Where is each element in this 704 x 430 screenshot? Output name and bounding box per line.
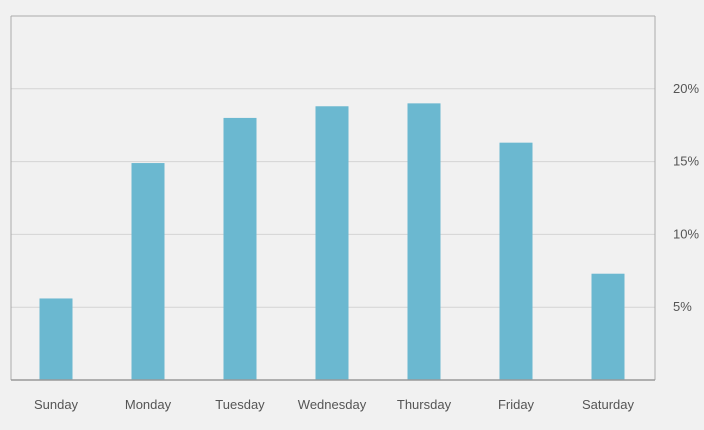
x-tick-label-sunday: Sunday xyxy=(34,397,79,412)
y-tick-label-10: 10% xyxy=(673,226,699,241)
axes xyxy=(10,15,656,381)
bar-monday xyxy=(131,163,165,380)
bar-thursday xyxy=(407,103,441,381)
labels: 5% 10% 15% 20% Sunday Monday Tuesday Wednesday T… xyxy=(34,81,700,412)
x-tick-label-monday: Monday xyxy=(125,397,172,412)
bar-tuesday xyxy=(223,117,257,381)
bar-saturday xyxy=(591,273,625,380)
y-tick-label-5: 5% xyxy=(673,299,692,314)
x-tick-label-tuesday: Tuesday xyxy=(215,397,265,412)
x-tick-label-thursday: Thursday xyxy=(397,397,452,412)
y-tick-label-20: 20% xyxy=(673,81,699,96)
y-tick-label-15: 15% xyxy=(673,154,699,169)
bars xyxy=(39,103,625,381)
x-tick-label-friday: Friday xyxy=(498,397,535,412)
bar-friday xyxy=(499,142,533,380)
x-tick-label-wednesday: Wednesday xyxy=(298,397,367,412)
bar-sunday xyxy=(39,298,73,380)
x-tick-label-saturday: Saturday xyxy=(582,397,635,412)
bar-wednesday xyxy=(315,106,349,380)
